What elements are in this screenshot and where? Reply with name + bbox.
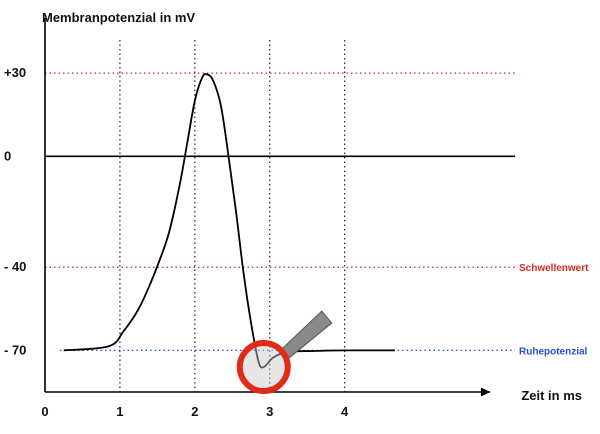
reference-line-label-0: Schwellenwert <box>519 263 589 274</box>
axes <box>44 18 515 397</box>
highlight-lens <box>242 346 285 389</box>
grid <box>45 40 515 392</box>
x-tick-label: 1 <box>116 404 123 419</box>
highlight-ring <box>236 340 291 395</box>
annotations: Schwellenwert Ruhepotenzial <box>519 263 589 357</box>
y-tick-label: - 70 <box>4 342 26 357</box>
x-tick-label: 3 <box>266 404 273 419</box>
x-tick-label: 0 <box>41 404 48 419</box>
x-tick-label: 4 <box>341 404 349 419</box>
tick-labels: +30 0 - 40 - 70 0 1 2 3 4 <box>4 65 349 419</box>
reference-lines <box>45 266 515 352</box>
series-group <box>63 73 395 369</box>
highlight-marker <box>236 310 333 395</box>
x-axis-arrowhead <box>481 387 490 397</box>
series-line-0 <box>63 73 395 369</box>
y-axis-label: Membranpotenzial in mV <box>42 10 195 25</box>
x-tick-label: 2 <box>191 404 198 419</box>
reference-line-label-1: Ruhepotenzial <box>519 346 588 357</box>
y-tick-label: - 40 <box>4 259 26 274</box>
x-axis-label: Zeit in ms <box>521 388 582 403</box>
y-tick-label: +30 <box>4 65 26 80</box>
y-tick-label: 0 <box>4 148 11 163</box>
